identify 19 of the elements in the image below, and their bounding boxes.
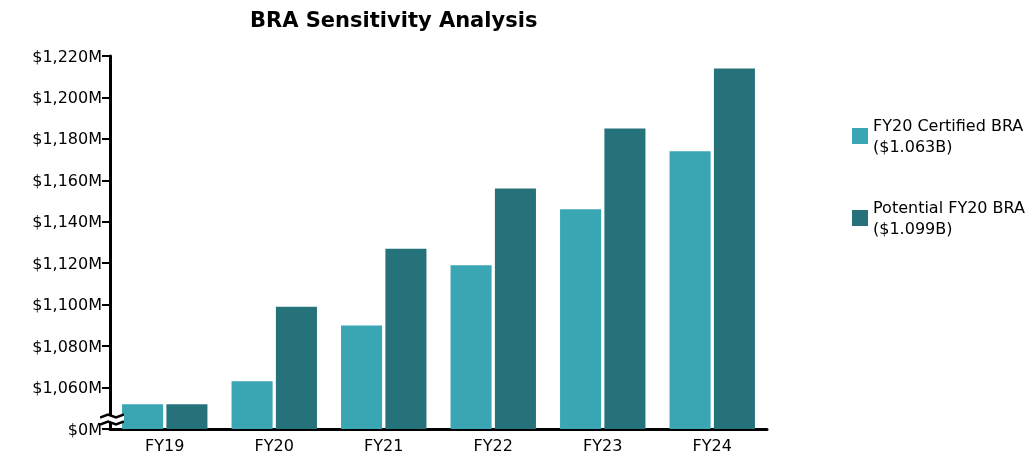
y-tick-label: $1,060M [32,378,102,398]
y-tick-label: $1,200M [32,87,102,107]
x-tick-label: FY20 [254,435,294,455]
x-tick-label: FY23 [583,435,623,455]
y-tick-label: $1,120M [32,253,102,273]
y-tick-label: $1,160M [32,170,102,190]
y-tick-label: $1,100M [32,295,102,315]
chart-title: BRA Sensitivity Analysis [250,7,538,32]
y-tick-label: $1,180M [32,129,102,149]
y-tick-label: $1,220M [32,46,102,66]
x-tick-label: FY19 [145,435,185,455]
x-tick-label: FY22 [473,435,513,455]
y-tick-label: $1,080M [32,336,102,356]
x-tick-label: FY24 [692,435,732,455]
legend-label: Potential FY20 BRA ($1.099B) [873,198,1026,238]
x-tick-label: FY21 [364,435,404,455]
y-tick-label: $1,140M [32,212,102,232]
y-tick-label: $0M [67,419,102,439]
legend-label: FY20 Certified BRA ($1.063B) [873,116,1024,156]
